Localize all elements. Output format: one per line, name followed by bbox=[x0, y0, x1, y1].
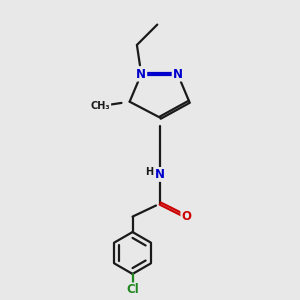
Text: N: N bbox=[136, 68, 146, 81]
Text: N: N bbox=[172, 68, 183, 81]
Text: CH₃: CH₃ bbox=[91, 101, 110, 111]
Text: O: O bbox=[182, 210, 191, 223]
Text: N: N bbox=[155, 168, 165, 181]
Text: H: H bbox=[145, 167, 153, 176]
Text: Cl: Cl bbox=[126, 284, 139, 296]
